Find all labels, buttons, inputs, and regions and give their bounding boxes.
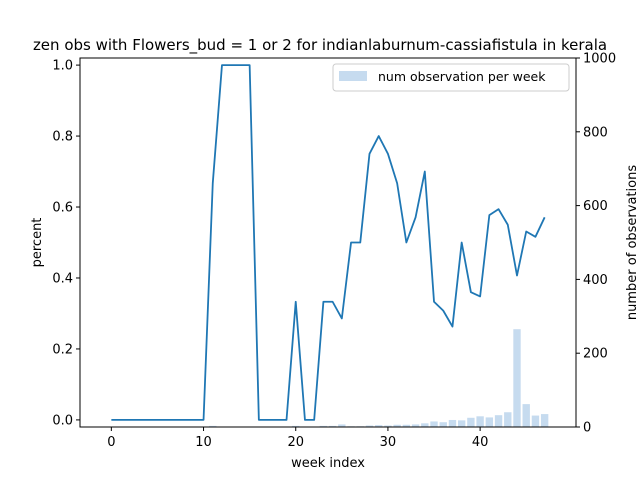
bar: [430, 421, 438, 427]
y-tick-label: 0.2: [52, 342, 73, 357]
bar: [393, 424, 401, 427]
y-tick-label: 0.6: [52, 201, 73, 216]
bar: [328, 425, 337, 427]
legend-label: num observation per week: [378, 69, 546, 84]
bar: [375, 425, 383, 427]
y-tick-label: 1.0: [52, 59, 73, 74]
x-axis-label: week index: [291, 456, 365, 471]
y2-tick-label: 200: [583, 347, 608, 362]
bar: [292, 425, 300, 427]
y2-tick-label: 1000: [583, 52, 616, 67]
x-axis: 0 10 20 30 40: [107, 427, 488, 450]
x-tick-label: 20: [287, 435, 304, 450]
legend: num observation per week: [332, 63, 570, 92]
y-tick-label: 0.4: [52, 271, 73, 286]
bar: [384, 425, 392, 427]
bar: [439, 422, 447, 427]
y-axis-right: 0 200 400 600 800 1000: [576, 52, 616, 436]
bar: [494, 415, 503, 427]
y-tick-label: 0.8: [52, 130, 73, 145]
y2-tick-label: 800: [583, 125, 608, 140]
bar: [467, 417, 475, 427]
legend-frame: [332, 63, 570, 92]
y2-tick-label: 600: [583, 199, 608, 214]
y2-tick-label: 0: [583, 421, 591, 436]
plot-frame: [79, 57, 577, 428]
bar: [457, 420, 466, 427]
bar: [540, 414, 549, 427]
legend-swatch: [339, 71, 367, 81]
y-axis-left: 0.0 0.2 0.4 0.6 0.8 1.0: [52, 59, 80, 428]
x-tick-label: 30: [380, 435, 397, 450]
y-axis-label: percent: [30, 218, 45, 268]
bar: [504, 412, 512, 427]
bar: [365, 425, 374, 427]
y2-axis-label: number of observations: [625, 165, 640, 320]
bar: [522, 404, 530, 427]
bar: [485, 417, 494, 427]
x-tick-label: 10: [195, 435, 212, 450]
bar: [421, 423, 429, 427]
x-tick-label: 40: [472, 435, 489, 450]
bar: [402, 424, 411, 427]
chart-title: zen obs with Flowers_bud = 1 or 2 for in…: [33, 36, 607, 55]
bar: [319, 425, 328, 427]
bar: [531, 415, 540, 427]
y-tick-label: 0.0: [52, 413, 73, 428]
x-tick-label: 0: [107, 435, 115, 450]
bar: [476, 416, 484, 427]
bar: [209, 425, 217, 427]
line-layer: [111, 64, 546, 421]
bar: [448, 419, 457, 427]
bar: [411, 424, 420, 427]
bar: [513, 329, 521, 427]
y2-tick-label: 400: [583, 273, 608, 288]
series-line-percent: [111, 64, 546, 421]
bar: [338, 424, 346, 427]
